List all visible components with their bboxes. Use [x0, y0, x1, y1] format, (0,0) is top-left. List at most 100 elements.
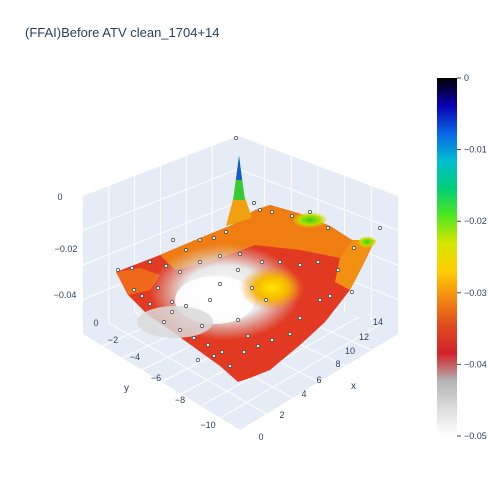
x-axis-title: x [351, 381, 356, 392]
x-tick-label: 12 [359, 332, 369, 342]
sample-point [298, 263, 302, 267]
sample-point [178, 328, 182, 332]
sample-point [228, 364, 232, 368]
y-tick-label: 0 [93, 318, 98, 328]
sample-point [326, 226, 330, 230]
sample-point [308, 210, 312, 214]
sample-point [378, 226, 382, 230]
sample-point [196, 358, 200, 362]
sample-point [184, 248, 188, 252]
colorbar-tick-label: −0.03 [464, 288, 487, 298]
x-axis-ticks: 0 2 46 8 10 12 14 [258, 317, 383, 442]
sample-point [288, 332, 292, 336]
sample-point [198, 238, 202, 242]
x-tick-label: 8 [335, 359, 340, 369]
surface-yellow-peak [240, 266, 304, 310]
sample-point [178, 270, 182, 274]
sample-points [116, 136, 382, 368]
sample-point [140, 294, 144, 298]
colorbar [437, 78, 457, 436]
y-tick-label: −4 [130, 352, 140, 362]
sample-point [162, 320, 166, 324]
sample-point [318, 298, 322, 302]
sample-point [132, 288, 136, 292]
sample-point [171, 238, 175, 242]
y-tick-label: −8 [175, 395, 185, 405]
x-tick-label: 6 [316, 375, 321, 385]
surface-left-ridge [116, 268, 160, 295]
sample-point [170, 310, 174, 314]
sample-point [316, 260, 320, 264]
y-tick-label: −6 [151, 373, 161, 383]
sample-point [206, 343, 210, 347]
sample-point [328, 294, 332, 298]
sample-point [250, 286, 254, 290]
sample-point [270, 210, 274, 214]
surface-spike-top [236, 156, 242, 180]
colorbar-tick-label: 0 [464, 73, 469, 83]
surface-plot [116, 136, 382, 382]
colorbar-ticks: 0 −0.01 −0.02 −0.03 −0.04 −0.05 [457, 73, 487, 441]
sample-point [218, 282, 222, 286]
surface-green-ridge [292, 212, 328, 228]
sample-point [130, 266, 134, 270]
sample-point [220, 350, 224, 354]
sample-point [184, 304, 188, 308]
z-tick-label: 0 [57, 192, 62, 202]
sample-point [352, 246, 356, 250]
sample-point [260, 260, 264, 264]
sample-point [278, 260, 282, 264]
x-tick-label: 0 [258, 432, 263, 442]
sample-point [246, 334, 250, 338]
sample-point [242, 350, 246, 354]
sample-point [258, 208, 262, 212]
sample-point [192, 336, 196, 340]
sample-point [148, 302, 152, 306]
sample-point [236, 318, 240, 322]
sample-point [256, 344, 260, 348]
sample-point [170, 300, 174, 304]
sample-point [218, 254, 222, 258]
sample-point [336, 268, 340, 272]
surface-right-ridge [335, 240, 375, 290]
sample-point [198, 260, 202, 264]
colorbar-tick-label: −0.05 [464, 431, 487, 441]
x-tick-label: 14 [373, 317, 383, 327]
sample-point [156, 286, 160, 290]
sample-point [238, 252, 242, 256]
colorbar-tick-label: −0.04 [464, 359, 487, 369]
sample-point [164, 264, 168, 268]
sample-point [212, 354, 216, 358]
sample-point [350, 290, 354, 294]
z-tick-label: −0.02 [55, 244, 78, 254]
surface-lower-valley [137, 306, 213, 338]
y-axis-ticks: 0 −2 −4 −6 −8 −10 [93, 318, 215, 430]
sample-point [298, 316, 302, 320]
y-axis-title: y [124, 383, 129, 394]
sample-point [252, 201, 256, 205]
sample-point [264, 298, 268, 302]
x-tick-label: 2 [279, 410, 284, 420]
surface-green-right [357, 236, 377, 248]
sample-point [208, 298, 212, 302]
y-tick-label: −10 [200, 420, 215, 430]
z-tick-label: −0.04 [54, 290, 77, 300]
z-axis-ticks: 0 −0.02 −0.04 [54, 192, 78, 300]
sample-point [212, 236, 216, 240]
sample-point [234, 136, 238, 140]
sample-point [148, 260, 152, 264]
sample-point [200, 324, 204, 328]
sample-point [116, 268, 120, 272]
chart-title: (FFAI)Before ATV clean_1704+14 [25, 25, 220, 40]
y-tick-label: −2 [108, 335, 118, 345]
sample-point [224, 230, 228, 234]
gridline [108, 322, 267, 415]
x-tick-label: 4 [301, 389, 306, 399]
colorbar-tick-label: −0.01 [464, 145, 487, 155]
x-tick-label: 10 [345, 346, 355, 356]
colorbar-tick-label: −0.02 [464, 216, 487, 226]
sample-point [236, 268, 240, 272]
sample-point [290, 214, 294, 218]
sample-point [270, 338, 274, 342]
